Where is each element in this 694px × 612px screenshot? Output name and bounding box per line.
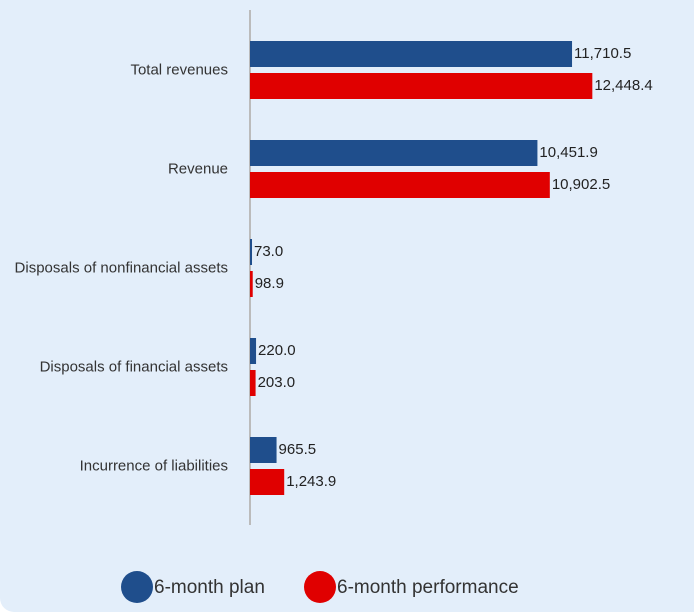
bar [250,73,593,99]
legend-label: 6-month plan [154,577,265,598]
category-label: Disposals of nonfinancial assets [14,259,228,277]
value-label: 10,902.5 [552,176,610,193]
bar [250,271,253,297]
category-label: Total revenues [130,61,228,79]
category-label: Revenue [167,160,228,178]
value-label: 10,451.9 [539,144,597,161]
legend-marker [121,571,153,603]
value-label: 203.0 [258,374,296,391]
value-label: 1,243.9 [286,473,336,490]
bar [250,437,277,463]
category-label: Disposals of financial assets [39,358,228,376]
bar [250,41,573,67]
value-label: 11,710.5 [574,45,631,62]
legend-marker [304,571,336,603]
value-label: 220.0 [258,342,296,359]
legend-label: 6-month performance [337,577,519,598]
value-label: 12,448.4 [594,77,652,94]
value-label: 73.0 [254,243,283,260]
bar [250,469,285,495]
value-label: 98.9 [255,275,284,292]
bar [250,338,257,364]
bar [250,370,256,396]
value-label: 965.5 [279,441,317,458]
bar [250,239,253,265]
bar [250,140,538,166]
bar [250,172,550,198]
category-label: Incurrence of liabilities [79,457,228,475]
